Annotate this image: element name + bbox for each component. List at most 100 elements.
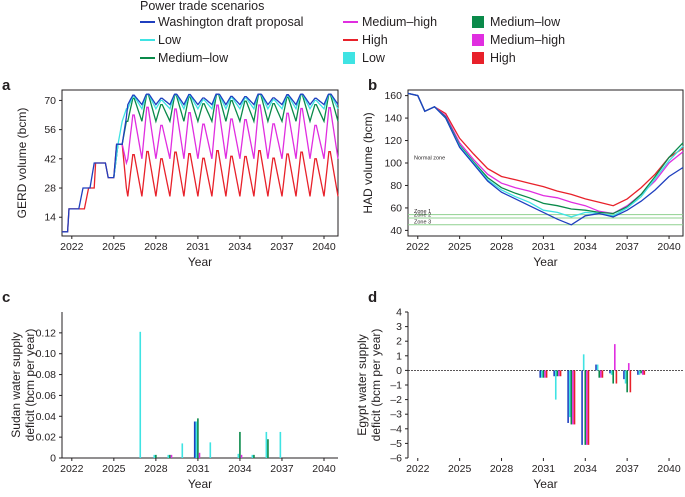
bar-low [554,370,557,400]
y-tick-label: 0.06 [36,390,57,402]
bar-low [237,453,240,458]
y-tick-label: 80 [390,180,402,192]
y-tick-label: 4 [396,307,402,319]
bar-medium-high [572,370,574,425]
y-tick-label: 0 [396,365,402,377]
series-line-high [62,143,339,233]
bar-medium-low [169,454,171,458]
bar-low [638,370,641,375]
x-tick-label: 2025 [102,241,126,253]
y-tick-label: 28 [44,183,56,195]
y-tick-label: 120 [384,135,402,147]
y-tick-label: –4 [390,423,402,435]
bar-medium-high [544,370,546,378]
bar-medium-low [584,370,587,445]
bar-low [610,370,613,375]
y-axis-label: deficit (bcm per year) [23,329,37,442]
bar-low [624,370,627,384]
x-axis-label: Year [188,477,212,491]
bar-low [139,331,142,458]
legend-label: Low [158,33,182,47]
legend-label: Medium–low [490,15,561,29]
y-tick-label: 0.10 [36,348,57,360]
bar-low [153,454,156,458]
bar-high [587,370,590,445]
bar-washington-draft-proposal [193,421,196,458]
x-axis-label: Year [533,255,557,269]
bar-high [545,370,548,378]
x-tick-label: 2037 [270,241,294,253]
legend-label: Medium–high [362,15,437,29]
bar-washington-draft-proposal [581,370,583,445]
y-tick-label: –5 [390,438,402,450]
bar-washington-draft-proposal [637,370,639,375]
bar-medium-low [640,370,642,374]
x-tick-label: 2028 [490,463,514,475]
x-axis-label: Year [188,255,212,269]
bar-high [615,370,618,384]
y-tick-label: 0 [50,453,56,465]
bar-medium-low [267,439,269,458]
y-tick-label: –2 [390,394,402,406]
bar-medium-low [556,370,559,377]
y-axis-label: GERD volume (bcm) [15,108,29,219]
panel-a-gerd-volume: 2022 2025 2028 2031 2034 2037 2040 14 28 42 56 70 Ye… [15,89,339,269]
legend-square-medium-high [472,34,484,46]
bar-low [209,442,212,458]
x-tick-label: 2025 [448,241,472,253]
y-axis-label: Egypt water supply [355,334,369,435]
y-tick-label: –6 [390,453,402,465]
y-tick-label: –3 [390,409,402,421]
bar-medium-high [198,452,201,458]
y-tick-label: 0.08 [36,369,57,381]
legend-label: Low [362,51,386,65]
series-line-medium-high [113,104,339,178]
legend-square-medium-low [472,16,484,28]
bar-medium-high [558,370,560,377]
panel-c-sudan-deficit: 2022 2025 2028 2031 2034 2037 2040 0 0.02 0.04 0.0… [9,312,338,491]
x-tick-label: 2025 [102,463,126,475]
y-tick-label: 160 [384,90,402,102]
bar-medium-high [586,370,588,445]
bar-medium-low [570,370,573,425]
bar-high [643,370,646,375]
x-tick-label: 2037 [270,463,294,475]
y-axis-label: Sudan water supply [9,332,23,437]
legend-label: Medium–low [158,51,229,65]
x-axis-label: Year [533,477,557,491]
y-tick-label: 100 [384,158,402,170]
bar-low [265,431,268,458]
legend-square-low [343,52,355,64]
y-tick-label: 60 [390,202,402,214]
bar-low [582,354,585,371]
x-tick-label: 2037 [615,463,639,475]
x-tick-label: 2025 [448,463,472,475]
bar-high [601,370,604,378]
bar-medium-high [614,344,616,371]
x-tick-label: 2022 [60,241,84,253]
x-tick-label: 2037 [615,241,639,253]
y-tick-label: 14 [44,212,56,224]
x-tick-label: 2034 [574,241,598,253]
y-tick-label: 2 [396,336,402,348]
panel-label-a: a [2,77,11,94]
x-tick-label: 2034 [228,463,252,475]
legend-label: High [490,51,516,65]
x-tick-label: 2031 [186,463,210,475]
series-line-washington-draft-proposal [407,92,684,226]
bar-washington-draft-proposal [539,370,542,378]
y-tick-label: 0.02 [36,432,57,444]
zone-label: Zone 1 [414,209,431,215]
bar-washington-draft-proposal [553,370,555,377]
x-tick-label: 2028 [490,241,514,253]
bar-medium-low [626,370,628,393]
zone-label: Normal zone [414,155,445,161]
y-tick-label: 0.04 [36,411,57,423]
bar-medium-high [600,370,602,378]
bar-medium-low [598,370,601,378]
legend-label: Washington draft proposal [158,15,303,29]
legend-square-high [472,52,484,64]
bar-low [596,364,599,371]
bar-medium-low [239,431,241,458]
